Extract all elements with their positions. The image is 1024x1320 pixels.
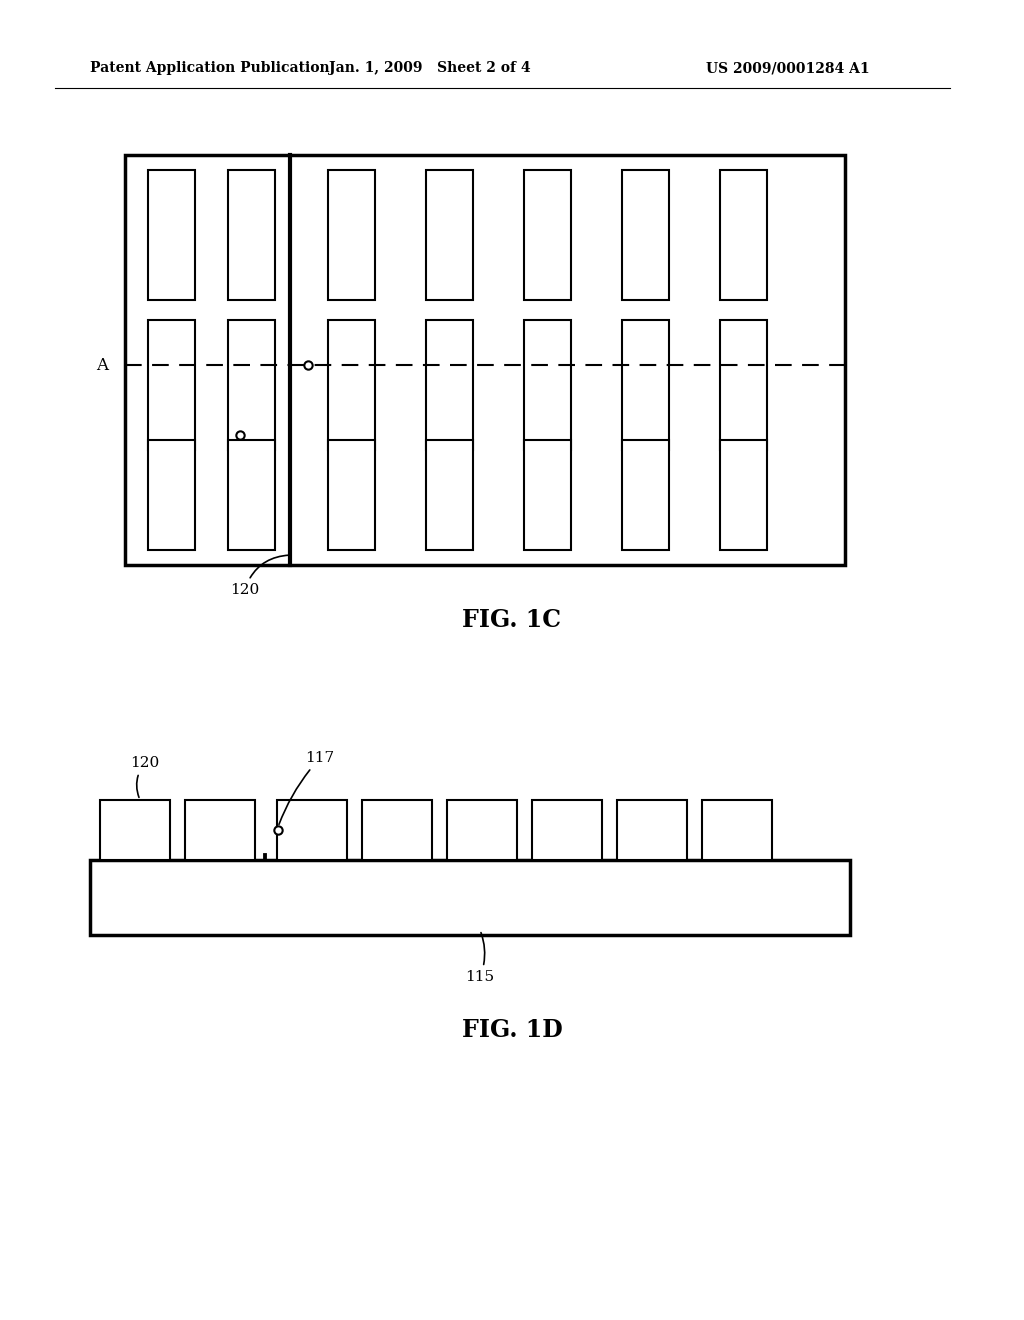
Bar: [702, 800, 772, 861]
Bar: [622, 170, 669, 300]
Bar: [617, 800, 687, 861]
Bar: [524, 170, 571, 300]
Text: A: A: [96, 356, 108, 374]
Bar: [228, 440, 275, 550]
Bar: [100, 800, 170, 861]
Text: US 2009/0001284 A1: US 2009/0001284 A1: [707, 61, 870, 75]
Bar: [720, 170, 767, 300]
Text: Jan. 1, 2009   Sheet 2 of 4: Jan. 1, 2009 Sheet 2 of 4: [329, 61, 530, 75]
Bar: [447, 800, 517, 861]
Bar: [720, 319, 767, 450]
Bar: [426, 319, 473, 450]
Bar: [524, 440, 571, 550]
Text: FIG. 1D: FIG. 1D: [462, 1018, 562, 1041]
Bar: [90, 861, 850, 935]
Text: 120: 120: [230, 556, 289, 597]
Bar: [622, 319, 669, 450]
Bar: [532, 800, 602, 861]
Bar: [524, 319, 571, 450]
Bar: [148, 170, 195, 300]
Bar: [148, 319, 195, 450]
Bar: [426, 170, 473, 300]
Bar: [720, 440, 767, 550]
Bar: [328, 170, 375, 300]
Bar: [125, 154, 845, 565]
Bar: [426, 440, 473, 550]
Text: 117: 117: [279, 751, 335, 825]
Bar: [228, 319, 275, 450]
Bar: [148, 440, 195, 550]
Bar: [622, 440, 669, 550]
Text: Patent Application Publication: Patent Application Publication: [90, 61, 330, 75]
Bar: [185, 800, 255, 861]
Bar: [328, 319, 375, 450]
Text: FIG. 1C: FIG. 1C: [463, 609, 561, 632]
Bar: [362, 800, 432, 861]
Bar: [328, 440, 375, 550]
Bar: [228, 170, 275, 300]
Text: 115: 115: [466, 933, 495, 983]
Text: 120: 120: [130, 756, 160, 797]
Bar: [278, 800, 347, 861]
